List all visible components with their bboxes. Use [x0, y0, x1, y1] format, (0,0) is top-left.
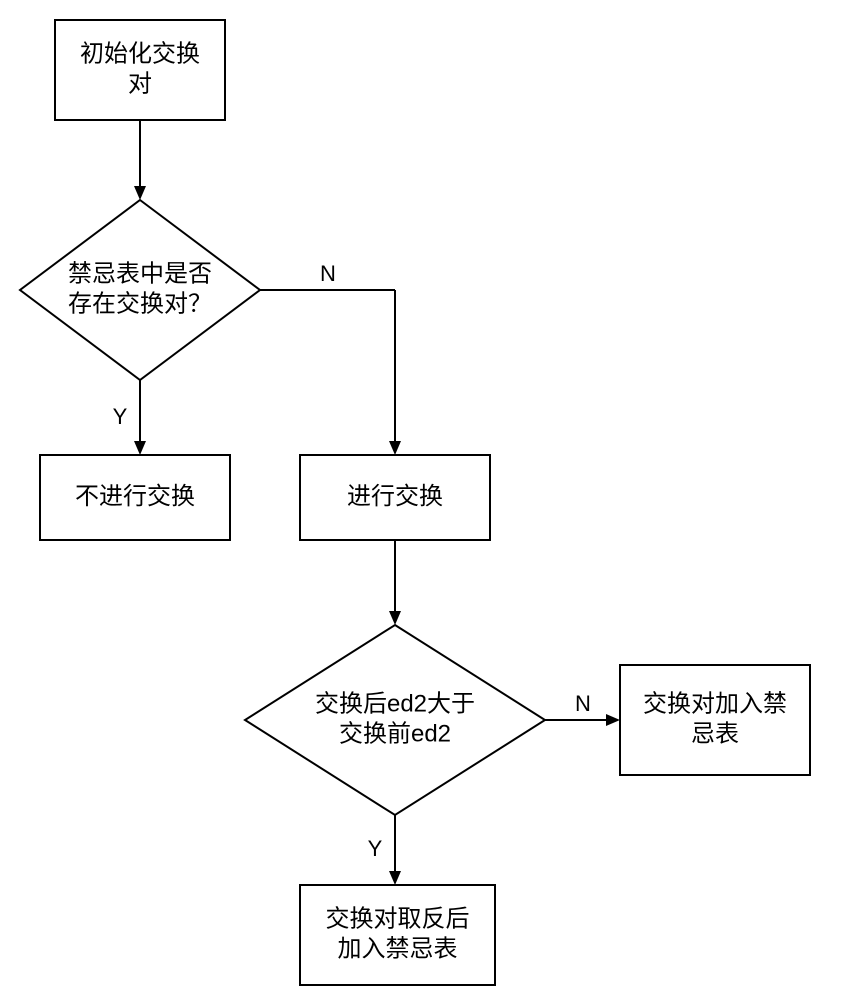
svg-text:存在交换对？: 存在交换对？	[68, 290, 212, 317]
svg-text:不进行交换: 不进行交换	[75, 483, 195, 510]
svg-text:禁忌表中是否: 禁忌表中是否	[68, 260, 212, 287]
svg-text:加入禁忌表: 加入禁忌表	[338, 935, 458, 962]
svg-text:Y: Y	[368, 836, 383, 861]
svg-text:初始化交换: 初始化交换	[80, 40, 200, 67]
svg-text:交换对加入禁: 交换对加入禁	[643, 690, 787, 717]
svg-text:交换后ed2大于: 交换后ed2大于	[315, 690, 475, 717]
svg-text:对: 对	[128, 70, 152, 97]
svg-text:N: N	[575, 691, 591, 716]
svg-text:交换对取反后: 交换对取反后	[326, 905, 470, 932]
flowchart-diagram: YNNY初始化交换对禁忌表中是否存在交换对？不进行交换进行交换交换后ed2大于交…	[0, 0, 849, 1000]
svg-text:N: N	[320, 261, 336, 286]
svg-text:进行交换: 进行交换	[347, 483, 443, 510]
svg-text:忌表: 忌表	[691, 720, 739, 747]
svg-text:Y: Y	[113, 404, 128, 429]
svg-text:交换前ed2: 交换前ed2	[339, 720, 451, 747]
